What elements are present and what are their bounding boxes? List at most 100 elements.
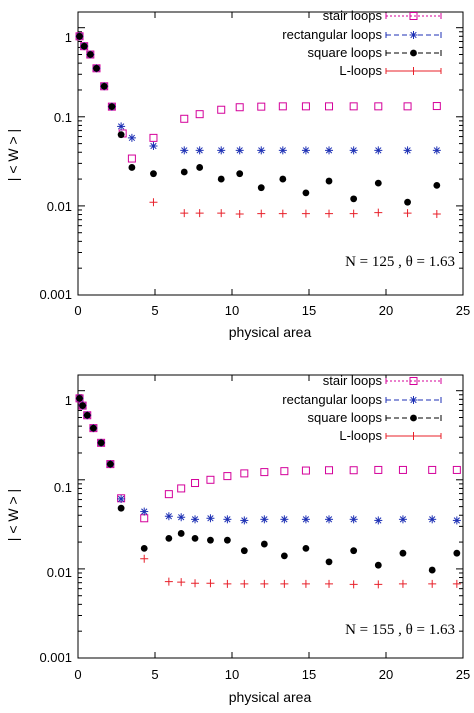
data-point	[240, 579, 249, 588]
data-point	[83, 411, 91, 419]
data-point	[217, 175, 225, 183]
data-point	[349, 515, 358, 524]
data-point	[301, 209, 310, 218]
data-point	[325, 209, 334, 218]
data-point	[280, 467, 289, 476]
data-point	[140, 514, 149, 523]
data-point	[280, 579, 289, 588]
legend-label: stair loops	[323, 373, 383, 388]
ytick-label: 0.01	[47, 199, 72, 214]
data-point	[191, 579, 200, 588]
data-point	[349, 580, 358, 589]
data-point	[428, 579, 437, 588]
data-point	[452, 465, 461, 474]
legend-marker	[410, 49, 417, 57]
data-point	[128, 164, 136, 171]
data-point	[76, 32, 83, 40]
data-point	[278, 209, 287, 218]
data-point	[279, 175, 287, 183]
data-point	[117, 122, 126, 131]
data-point	[236, 170, 244, 178]
data-point	[433, 181, 441, 189]
x-axis-label: physical area	[229, 689, 312, 705]
xtick-label: 5	[151, 303, 158, 318]
data-point	[374, 179, 382, 187]
data-point	[325, 466, 334, 475]
data-point	[117, 504, 125, 512]
legend-marker	[409, 12, 418, 20]
data-point	[195, 146, 204, 155]
data-point	[217, 105, 226, 114]
ytick-label: 0.01	[47, 565, 72, 580]
data-point	[127, 133, 136, 142]
data-point	[349, 466, 358, 475]
data-point	[403, 209, 412, 218]
data-point	[149, 133, 158, 142]
data-point	[195, 209, 204, 218]
data-point	[325, 515, 334, 524]
data-point	[257, 146, 266, 155]
data-point	[207, 536, 214, 544]
data-point	[86, 51, 94, 58]
data-point	[278, 146, 287, 155]
xtick-label: 20	[379, 303, 393, 318]
data-point	[106, 460, 114, 468]
data-point	[260, 468, 269, 477]
ytick-label: 0.1	[54, 480, 72, 495]
data-point	[164, 490, 173, 499]
data-point	[191, 515, 200, 524]
legend-label: L-loops	[339, 63, 382, 78]
data-point	[432, 146, 441, 155]
data-point	[398, 465, 407, 474]
data-point	[453, 549, 461, 557]
data-point	[257, 102, 266, 111]
data-point	[76, 394, 83, 402]
data-point	[374, 561, 382, 569]
data-point	[260, 540, 268, 548]
data-point	[399, 549, 407, 557]
ytick-label: 1	[65, 30, 72, 45]
data-point	[206, 514, 215, 523]
data-point	[374, 516, 383, 525]
data-point	[149, 198, 158, 207]
data-point	[302, 544, 310, 552]
legend-marker	[409, 377, 418, 385]
data-point	[223, 536, 231, 544]
data-point	[150, 170, 157, 178]
data-point	[374, 465, 383, 474]
data-point	[452, 579, 461, 588]
legend-marker	[409, 432, 418, 440]
data-point	[235, 146, 244, 155]
data-point	[90, 424, 97, 432]
data-point	[301, 466, 310, 475]
data-point	[349, 209, 358, 218]
xtick-label: 20	[379, 667, 393, 682]
data-point	[217, 209, 226, 218]
data-point	[374, 102, 383, 111]
data-point	[240, 547, 248, 555]
data-point	[140, 554, 149, 563]
legend-label: stair loops	[323, 8, 383, 23]
data-point	[278, 102, 287, 111]
bottom-panel: 1 0.1 0.01 0.001 0 5 10 15 20 25 physica…	[5, 373, 470, 705]
data-point	[301, 146, 310, 155]
data-point	[93, 64, 100, 72]
data-point	[206, 579, 215, 588]
data-point	[240, 469, 249, 478]
data-marks	[75, 12, 442, 219]
data-point	[302, 189, 310, 197]
data-point	[398, 579, 407, 588]
data-point	[350, 547, 358, 555]
data-point	[165, 534, 173, 542]
data-point	[428, 515, 437, 524]
data-point	[404, 198, 411, 206]
data-point	[301, 515, 310, 524]
xtick-label: 25	[456, 303, 470, 318]
data-point	[325, 146, 334, 155]
data-point	[195, 110, 204, 119]
data-point	[164, 577, 173, 586]
legend-marker	[410, 414, 417, 422]
data-point	[428, 465, 437, 474]
xtick-label: 10	[225, 667, 239, 682]
